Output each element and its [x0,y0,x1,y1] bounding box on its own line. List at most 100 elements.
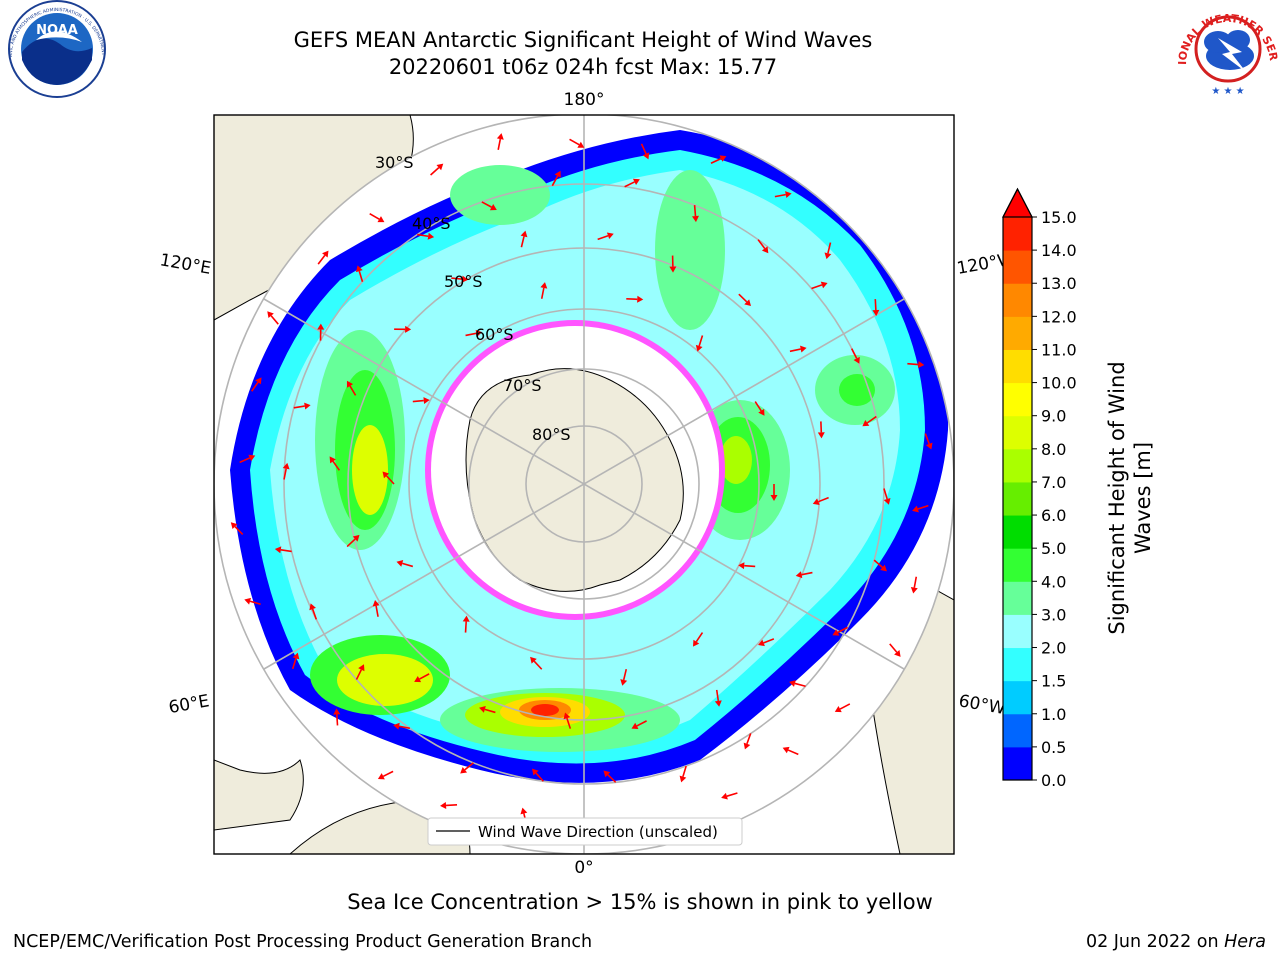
colorbar-bin [1003,713,1032,748]
wind-arrow-icon [812,496,829,505]
wind-direction-arrows [230,133,933,836]
wind-arrow-icon [912,504,929,513]
colorbar-tick-label: 1.5 [1041,672,1066,691]
wind-arrow-icon [834,703,851,713]
map-title: GEFS MEAN Antarctic Significant Height o… [293,28,873,52]
wind-arrow-icon [770,484,778,501]
wind-arrow-icon [758,638,775,647]
wind-arrow-icon [377,770,394,780]
colorbar-tick-label: 11.0 [1041,340,1077,359]
wind-arrow-icon [481,201,497,211]
wind-arrow-icon [631,720,647,730]
wind-arrow-icon [520,230,528,248]
colorbar-bin [1003,250,1032,284]
colorbar: 0.0 0.5 1.0 1.5 2.0 3.0 4.0 5.0 6.0 7.0 8.0 9.0 10.0… [1002,187,1077,790]
colorbar-bin [1003,614,1032,649]
lat-label: 70°S [503,376,542,395]
colorbar-bin [1003,581,1032,615]
wind-arrow-icon [479,706,496,714]
wind-arrow-icon [239,454,256,464]
lon-label-top: 180° [564,90,605,110]
colorbar-tick-label: 12.0 [1041,307,1077,326]
footer-credit: NCEP/EMC/Verification Post Processing Pr… [13,932,593,952]
wind-arrow-icon [440,801,458,809]
colorbar-tick-label: 1.0 [1041,705,1066,724]
wind-arrow-icon [738,293,752,307]
wind-arrow-icon [355,664,365,680]
colorbar-bin [1003,647,1032,682]
wind-arrow-icon [309,603,318,620]
wind-arrow-icon [230,522,244,535]
colorbar-tick-label: 2.0 [1041,639,1066,658]
wind-arrow-icon [889,643,901,657]
colorbar-tick-label: 8.0 [1041,440,1066,459]
nws-logo-ring-text: NATIONAL WEATHER SERVICE [0,0,1280,65]
wind-arrow-icon [291,652,300,670]
wind-arrow-icon [714,689,722,707]
colorbar-bin [1003,481,1032,516]
wind-arrow-icon [394,325,412,333]
wind-arrow-icon [293,402,311,410]
wind-arrow-icon [872,299,880,317]
wind-arrow-icon [924,433,933,450]
wind-arrow-icon [333,708,341,726]
colorbar-bin [1003,746,1032,781]
wind-arrow-icon [679,765,687,783]
wind-arrow-icon [721,792,738,800]
colorbar-bin [1003,217,1032,251]
wind-arrow-icon [530,656,543,670]
colorbar-tick-label: 3.0 [1041,605,1066,624]
wind-arrow-icon [824,242,832,260]
colorbar-bin [1003,415,1032,450]
wind-arrow-icon [910,576,918,594]
lat-label: 30°S [375,153,414,172]
wind-arrow-icon [832,626,848,636]
wind-arrow-icon [412,397,430,405]
wave-height-field [214,115,954,854]
colorbar-tick-label: 15.0 [1041,208,1077,227]
wind-arrow-icon [355,265,364,282]
colorbar-tick-label: 9.0 [1041,407,1066,426]
colorbar-tick-label: 7.0 [1041,473,1066,492]
wind-arrow-icon [710,155,727,164]
wind-arrow-icon [782,746,799,756]
colorbar-tick-label: 0.0 [1041,771,1066,790]
svg-text:★ ★ ★: ★ ★ ★ [1211,86,1244,97]
wind-arrow-icon [754,401,765,416]
wind-arrow-icon [540,282,548,299]
wind-arrow-icon [850,348,860,364]
wind-arrow-icon [873,559,887,572]
wind-arrow-icon [282,462,290,480]
colorbar-tick-label: 5.0 [1041,539,1066,558]
wind-arrow-icon [531,768,544,782]
wind-arrow-icon [460,762,474,774]
wind-arrow-icon [789,345,807,353]
colorbar-tick-label: 14.0 [1041,241,1077,260]
map-legend: Wind Wave Direction (unscaled) [427,817,743,846]
wind-arrow-icon [417,232,435,240]
wind-arrow-icon [795,571,813,579]
colorbar-title-line1: Significant Height of Wind [1105,361,1129,634]
wind-arrow-icon [496,133,504,150]
graticule [214,115,954,854]
wind-arrow-icon [692,632,704,647]
wind-arrow-icon [414,673,430,683]
wind-arrow-icon [669,255,677,273]
wind-arrow-icon [563,712,572,729]
wind-arrow-icon [624,178,640,188]
wind-arrow-icon [597,232,614,241]
colorbar-bin [1003,548,1032,582]
map-subtitle: 20220601 t06z 024h fcst Max: 15.77 [388,55,778,79]
wind-arrow-icon [372,599,380,617]
wind-arrow-icon [569,138,585,148]
wind-arrow-icon [757,239,769,254]
colorbar-bin [1003,680,1032,715]
nws-logo-icon: NATIONAL WEATHER SERVICE ★ ★ ★ [0,0,1280,97]
wind-arrow-icon [691,205,699,223]
colorbar-tick-label: 6.0 [1041,506,1066,525]
noaa-logo-text: NOAA [36,23,78,38]
colorbar-bin [1003,382,1032,417]
colorbar-extend-max [1002,187,1033,218]
wind-arrow-icon [883,488,891,505]
